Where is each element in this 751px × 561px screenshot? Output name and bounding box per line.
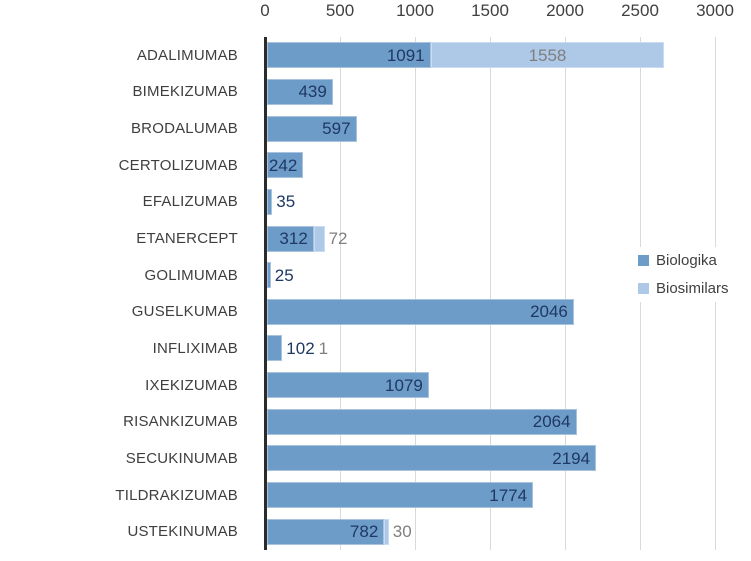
value-label-biologika: 439 bbox=[298, 82, 327, 102]
category-label: IXEKIZUMAB bbox=[145, 376, 238, 394]
category-label: RISANKIZUMAB bbox=[123, 413, 238, 431]
category-label: ETANERCEPT bbox=[136, 230, 238, 248]
category-label: GUSELKUMAB bbox=[131, 303, 238, 321]
legend-item-biologika: Biologika bbox=[638, 252, 729, 269]
bar-row: 439 bbox=[267, 74, 747, 111]
value-label-biologika: 102 bbox=[286, 338, 315, 358]
value-label-biosimilars: 30 bbox=[392, 522, 412, 542]
gridline bbox=[565, 37, 566, 550]
x-axis-tick: 0 bbox=[260, 1, 270, 20]
value-label-biosimilars: 72 bbox=[328, 229, 348, 249]
value-label-biologika: 1091 bbox=[386, 45, 425, 65]
value-label-biologika: 35 bbox=[276, 192, 296, 212]
x-axis-tick: 2500 bbox=[621, 1, 659, 20]
category-label: BIMEKIZUMAB bbox=[132, 83, 238, 101]
bar-segment-biologika: 1079 bbox=[267, 372, 429, 399]
bar-row: 782 30 bbox=[267, 513, 747, 550]
value-label-biologika: 1079 bbox=[385, 375, 423, 395]
gridline bbox=[490, 37, 491, 550]
category-label: EFALIZUMAB bbox=[142, 193, 238, 211]
bar-segment-biologika: 597 bbox=[267, 115, 357, 142]
legend-label: Biosimilars bbox=[656, 280, 729, 297]
bar-segment-biologika: 439 bbox=[267, 78, 333, 105]
value-label-biologika: 2194 bbox=[552, 448, 591, 468]
bar-segment-biologika: 2064 bbox=[267, 408, 577, 435]
category-axis: ADALIMUMAB BIMEKIZUMAB BRODALUMAB CERTOLIZU… bbox=[0, 37, 252, 550]
bar-row: 312 72 bbox=[267, 220, 747, 257]
bar-row: 1774 bbox=[267, 477, 747, 514]
value-label-biologika: 242 bbox=[268, 155, 298, 175]
x-axis-tick: 500 bbox=[325, 1, 355, 20]
x-axis-tick: 2000 bbox=[546, 1, 584, 20]
value-label-biosimilars: 1 bbox=[318, 338, 329, 358]
bar-segment-biologika bbox=[267, 188, 273, 215]
category-label: SECUKINUMAB bbox=[125, 449, 238, 467]
x-axis-tick: 1000 bbox=[396, 1, 434, 20]
gridline bbox=[340, 37, 341, 550]
value-label-biologika: 597 bbox=[322, 119, 351, 139]
gridline bbox=[415, 37, 416, 550]
bar-segment-biosimilars bbox=[313, 225, 325, 252]
bar-segment-biologika: 782 bbox=[267, 518, 385, 545]
bar-segment-biologika: 312 bbox=[267, 225, 314, 252]
category-label: USTEKINUMAB bbox=[127, 523, 238, 541]
value-label-biologika: 782 bbox=[349, 522, 379, 542]
bar-segment-biologika: 1774 bbox=[267, 482, 534, 508]
value-label-biologika: 25 bbox=[274, 265, 294, 285]
bar-row: 242 bbox=[267, 147, 747, 184]
value-label-biologika: 312 bbox=[279, 229, 308, 249]
bar-row: 2046 bbox=[267, 293, 747, 330]
category-label: CERTOLIZUMAB bbox=[118, 156, 238, 174]
legend-label: Biologika bbox=[656, 252, 717, 269]
x-axis-tick: 3000 bbox=[696, 1, 734, 20]
bar-segment-biologika: 2194 bbox=[267, 445, 597, 472]
legend: Biologika Biosimilars bbox=[632, 247, 735, 302]
category-label: TILDRAKIZUMAB bbox=[115, 486, 238, 504]
plot-area: 1091 1558 439 597 242 35 312 72 25 2046 102 1 1079 20… bbox=[267, 37, 747, 550]
value-label-biosimilars: 1558 bbox=[528, 45, 567, 65]
legend-swatch-icon bbox=[638, 283, 649, 294]
bar-row: 2194 bbox=[267, 440, 747, 477]
bar-row: 1091 1558 bbox=[267, 37, 747, 74]
bar-segment-biologika bbox=[267, 335, 283, 362]
category-label: ADALIMUMAB bbox=[136, 46, 238, 64]
value-label-biologika: 1774 bbox=[489, 485, 528, 505]
bar-row: 2064 bbox=[267, 403, 747, 440]
category-label: GOLIMUMAB bbox=[144, 266, 238, 284]
bar-segment-biologika: 242 bbox=[267, 152, 304, 179]
bar-segment-biologika: 1091 bbox=[267, 42, 431, 69]
x-axis-tick: 1500 bbox=[471, 1, 509, 20]
bar-segment-biosimilars: 1558 bbox=[430, 42, 665, 69]
bar-segment-biosimilars bbox=[384, 518, 389, 545]
bar-row: 102 1 bbox=[267, 330, 747, 367]
value-label-biologika: 2064 bbox=[532, 412, 571, 432]
legend-item-biosimilars: Biosimilars bbox=[638, 280, 729, 297]
bar-segment-biologika bbox=[267, 262, 271, 289]
legend-swatch-icon bbox=[638, 255, 649, 266]
bar-row: 1079 bbox=[267, 367, 747, 404]
category-label: BRODALUMAB bbox=[130, 120, 238, 138]
bar-row: 597 bbox=[267, 110, 747, 147]
bar-row: 25 bbox=[267, 257, 747, 294]
category-label: INFLIXIMAB bbox=[152, 339, 238, 357]
bar-row: 35 bbox=[267, 184, 747, 221]
value-label-biologika: 2046 bbox=[530, 302, 568, 322]
bar-segment-biologika: 2046 bbox=[267, 298, 574, 325]
y-axis-line bbox=[264, 37, 267, 550]
